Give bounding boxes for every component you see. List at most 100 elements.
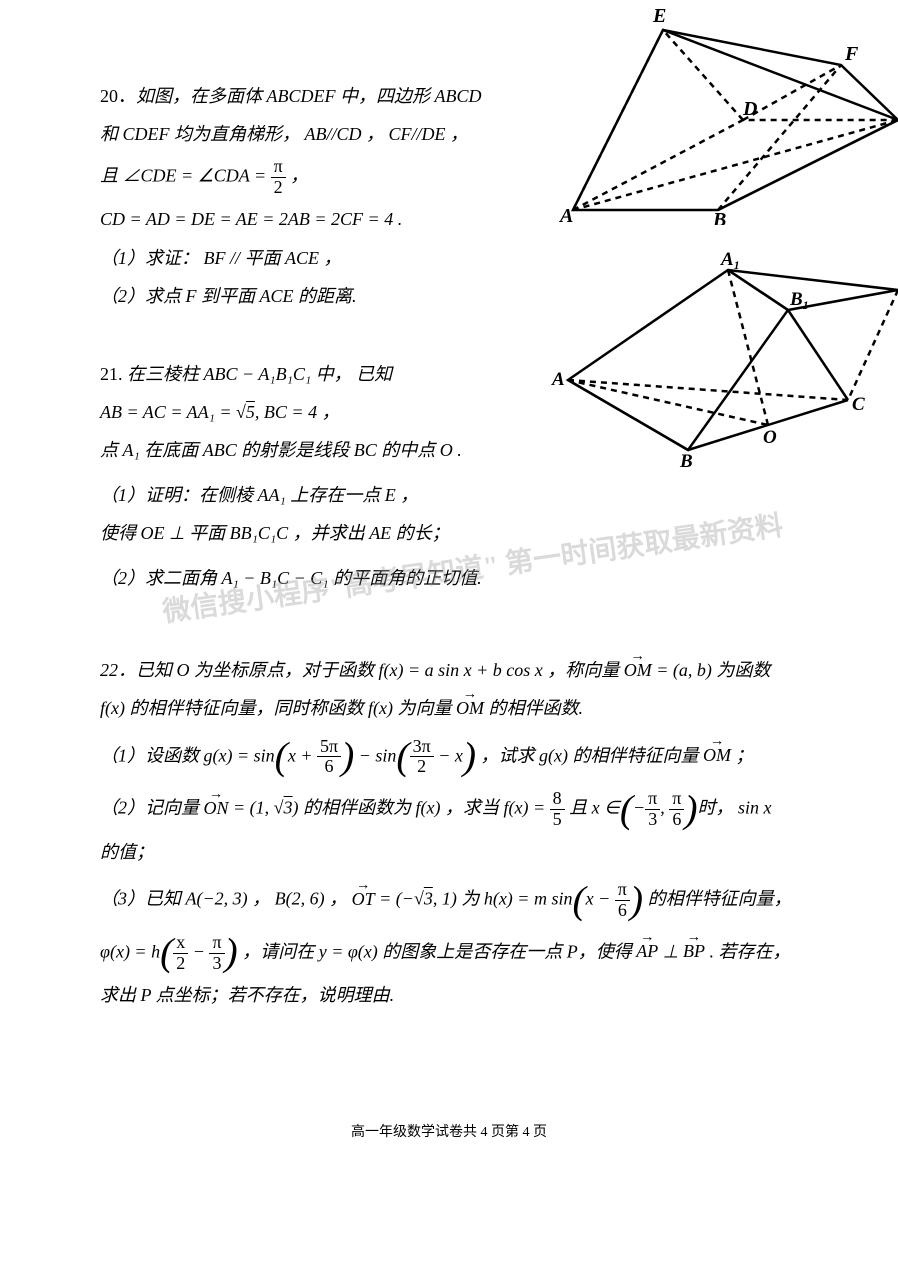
- vec-om-1: OM: [624, 654, 652, 686]
- p22-sqrt3b: 3: [424, 889, 433, 909]
- p22-rnd: 3: [645, 810, 660, 830]
- p22-s2b: = (1,: [229, 798, 274, 818]
- p21-sub2: （2）求二面角 A₁ − B₁C − C₁ 的平面角的正切值.: [100, 562, 480, 594]
- fig21-label-B1: B₁: [789, 289, 809, 310]
- p22-line1: 22．已知 O 为坐标原点，对于函数 f(x) = a sin x + b co…: [100, 654, 800, 686]
- figure-20: A B C D E F: [548, 0, 898, 225]
- fig20-label-E: E: [652, 5, 666, 27]
- p20-number: 20．: [100, 86, 136, 106]
- p22-85d: 5: [550, 810, 565, 830]
- p20-l3a: 且 ∠CDE = ∠CDA =: [100, 165, 271, 185]
- vec-om-2: OM: [456, 692, 484, 724]
- p22-s2d: 且 x ∈: [565, 798, 620, 818]
- p22-number: 22．: [100, 660, 136, 680]
- p20-pi-den: 2: [271, 178, 286, 198]
- p22-s3fn: π: [615, 880, 630, 901]
- p20-line3: 且 ∠CDE = ∠CDA = π2 ，: [100, 157, 490, 198]
- p22-s1d: ；: [731, 745, 754, 765]
- vec-on: ON: [204, 792, 229, 824]
- vec-ap: AP: [636, 935, 658, 967]
- p22-l2b: 的相伴函数.: [484, 698, 583, 718]
- p22-rnn: π: [645, 789, 660, 810]
- p22-line2: f(x) 的相伴特征向量，同时称函数 f(x) 为向量 OM 的相伴函数.: [100, 692, 800, 724]
- p21-number: 21.: [100, 364, 127, 384]
- p22-l2a: f(x) 的相伴特征向量，同时称函数 f(x) 为向量: [100, 698, 456, 718]
- p22-s3l2b: ，请问在 y = φ(x) 的图象上是否存在一点 P，使得: [238, 941, 637, 961]
- fig20-bf: [718, 65, 841, 210]
- p22-sub3: （3）已知 A(−2, 3) ， B(2, 6) ， OT = (−√3, 1)…: [100, 880, 800, 921]
- p21-sub1b: 使得 OE ⊥ 平面 BB₁C₁C ，并求出 AE 的长；: [100, 517, 480, 549]
- p22-s3b: = (−: [375, 889, 414, 909]
- p22-s3l2a: φ(x) = h: [100, 941, 160, 961]
- p20-line4: CD = AD = DE = AE = 2AB = 2CF = 4 .: [100, 203, 490, 235]
- fig21-label-A: A: [551, 369, 565, 390]
- p22-s3d: 的相伴特征向量，: [643, 889, 792, 909]
- fig20-ac: [573, 120, 898, 210]
- fig21-label-C: C: [852, 394, 865, 415]
- fig20-label-F: F: [844, 43, 859, 65]
- p22-s3l2c: . 若存在，: [705, 941, 791, 961]
- p22-intro-pre: 已知 O 为坐标原点，对于函数 f(x) = a sin x + b cos x…: [136, 660, 624, 680]
- p22-sub3-l3: 求出 P 点坐标；若不存在，说明理由.: [100, 979, 800, 1011]
- p22-phixn: x: [173, 933, 188, 954]
- p22-phipn: π: [209, 933, 224, 954]
- vec-bp: BP: [683, 935, 705, 967]
- fig20-label-A: A: [558, 205, 573, 225]
- problem-21-text: 21. 在三棱柱 ABC − A₁B₁C₁ 中， 已知 AB = AC = AA…: [100, 358, 480, 594]
- p22-s2e: 时， sin x: [698, 798, 772, 818]
- p22-s1-f1d: 6: [317, 757, 341, 777]
- p22-s3a: （3）已知 A(−2, 3) ， B(2, 6) ，: [100, 889, 352, 909]
- p20-frac-pi2: π2: [271, 157, 286, 198]
- problem-20-text: 20．如图，在多面体 ABCDEF 中，四边形 ABCD 和 CDEF 均为直角…: [100, 80, 490, 313]
- p20-intro: 如图，在多面体 ABCDEF 中，四边形 ABCD: [136, 86, 481, 106]
- p21-sqrt5: 5: [246, 402, 255, 422]
- fig21-ac: [568, 380, 848, 400]
- figure-21: A B C A₁ B₁ C₁ O: [538, 250, 898, 470]
- vec-ot: OT: [352, 883, 375, 915]
- p20-pi-num: π: [271, 157, 286, 178]
- p22-rpd: 6: [669, 810, 684, 830]
- p22-sub2: （2）记向量 ON = (1, √3) 的相伴函数为 f(x) ，求当 f(x)…: [100, 789, 800, 830]
- fig21-b1c: [788, 310, 848, 400]
- p22-s1c: ，试求 g(x) 的相伴特征向量: [476, 745, 703, 765]
- p22-phipd: 3: [209, 954, 224, 974]
- fig20-bc: [718, 120, 898, 210]
- p20-line2: 和 CDEF 均为直角梯形， AB//CD ， CF//DE ，: [100, 118, 490, 150]
- p22-s3fd: 6: [615, 901, 630, 921]
- page-footer: 高一年级数学试卷共 4 页第 4 页: [0, 1120, 898, 1145]
- p20-sub1: （1）求证： BF // 平面 ACE ，: [100, 242, 490, 274]
- vec-om-3: OM: [703, 739, 731, 771]
- p22-sqrt3a: 3: [284, 798, 293, 818]
- p20-l3b: ，: [290, 165, 308, 185]
- fig20-label-B: B: [712, 209, 726, 225]
- fig21-label-O: O: [763, 427, 777, 448]
- p22-s2c: ) 的相伴函数为 f(x) ，求当 f(x) =: [293, 798, 550, 818]
- p22-s1-f1n: 5π: [317, 737, 341, 758]
- problem-22: 22．已知 O 为坐标原点，对于函数 f(x) = a sin x + b co…: [100, 654, 800, 1012]
- p22-s1-f2n: 3π: [410, 737, 434, 758]
- p22-intro-post: = (a, b) 为函数: [652, 660, 771, 680]
- p21-l2a: AB = AC = AA₁ =: [100, 402, 236, 422]
- p21-line2: AB = AC = AA₁ = √5, BC = 4 ，: [100, 396, 480, 428]
- p21-sub1: （1）证明：在侧棱 AA₁ 上存在一点 E ，: [100, 479, 480, 511]
- p21-line3: 点 A₁ 在底面 ABC 的射影是线段 BC 的中点 O .: [100, 434, 480, 466]
- p22-sub1: （1）设函数 g(x) = sin(x + 5π6) − sin(3π2 − x…: [100, 737, 800, 778]
- fig21-ab: [568, 380, 688, 450]
- p22-sub2-b: 的值；: [100, 836, 800, 868]
- fig21-label-B: B: [679, 451, 693, 470]
- p21-l2b: , BC = 4 ，: [255, 402, 340, 422]
- p22-phixd: 2: [173, 954, 188, 974]
- p20-sub2: （2）求点 F 到平面 ACE 的距离.: [100, 280, 490, 312]
- p22-sub3-l2: φ(x) = h(x2 − π3) ，请问在 y = φ(x) 的图象上是否存在…: [100, 933, 800, 974]
- p22-s1b: − sin: [354, 745, 396, 765]
- fig21-top: [728, 270, 898, 310]
- fig21-label-A1: A₁: [720, 250, 740, 270]
- fig21-c1c: [848, 290, 898, 400]
- p22-s1a: （1）设函数 g(x) = sin: [100, 745, 275, 765]
- p22-s1-f2d: 2: [410, 757, 434, 777]
- fig20-label-D: D: [742, 98, 757, 120]
- p22-85n: 8: [550, 789, 565, 810]
- p22-rpn: π: [669, 789, 684, 810]
- p22-s2a: （2）记向量: [100, 798, 204, 818]
- p21-intro: 在三棱柱 ABC − A₁B₁C₁ 中， 已知: [127, 364, 392, 384]
